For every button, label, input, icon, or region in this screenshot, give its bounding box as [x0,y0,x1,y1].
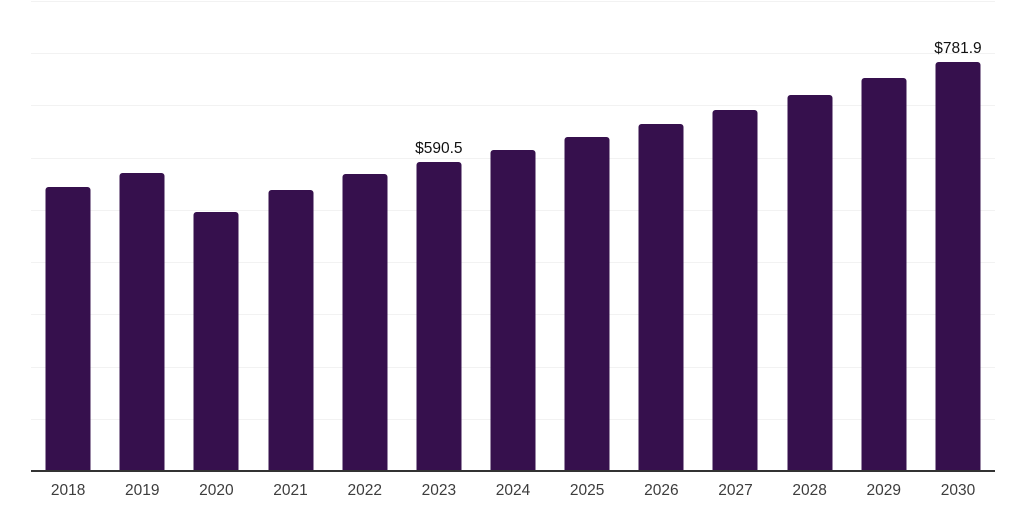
band-2022 [328,0,402,470]
band-2027 [698,0,772,470]
bar-2024 [490,150,536,470]
bar-2022 [342,174,388,470]
x-tick-label-2029: 2029 [866,482,902,499]
x-tick-label-2026: 2026 [644,482,679,499]
bar-2029 [861,78,907,470]
x-tick-label-2022: 2022 [347,482,382,499]
x-tick-label-2025: 2025 [569,482,605,499]
bar-2020 [193,212,239,470]
bar-2030 [935,61,981,470]
bar-2026 [638,124,684,470]
plot-area: $590.5 $781.9 [31,0,995,472]
bar-2025 [564,136,610,470]
gridline-700 [31,105,995,107]
band-2028 [773,0,847,470]
x-tick-label-2024: 2024 [495,482,531,499]
bar-2027 [712,110,758,470]
band-2023: $590.5 [402,0,476,470]
band-2020 [179,0,253,470]
x-tick-label-2023: 2023 [421,482,457,499]
x-tick-label-2019: 2019 [124,482,160,499]
value-label-2023: $590.5 [415,140,463,158]
band-2018 [31,0,105,470]
bar-2021 [268,190,314,470]
x-tick-label-2021: 2021 [273,482,308,499]
band-2026 [624,0,698,470]
bar-2028 [787,95,833,470]
bars: $590.5 $781.9 [31,0,995,470]
bar-2018 [45,186,91,470]
band-2021 [253,0,327,470]
bar-2023 [416,161,462,470]
x-tick-label-2020: 2020 [199,482,234,499]
gridline-800 [31,53,995,55]
value-label-2030: $781.9 [934,40,982,58]
band-2025 [550,0,624,470]
x-tick-label-2030: 2030 [940,482,976,499]
x-tick-label-2027: 2027 [718,482,753,499]
band-2024 [476,0,550,470]
band-2029 [847,0,921,470]
bar-2019 [119,172,165,470]
x-axis-labels: 2018 2019 2020 2021 2022 2023 2024 2025 2026 2027… [31,482,995,501]
band-2019 [105,0,179,470]
gridline-900 [31,1,995,2]
x-tick-label-2018: 2018 [50,482,86,499]
x-tick-label-2028: 2028 [792,482,827,499]
band-2030: $781.9 [921,0,995,470]
